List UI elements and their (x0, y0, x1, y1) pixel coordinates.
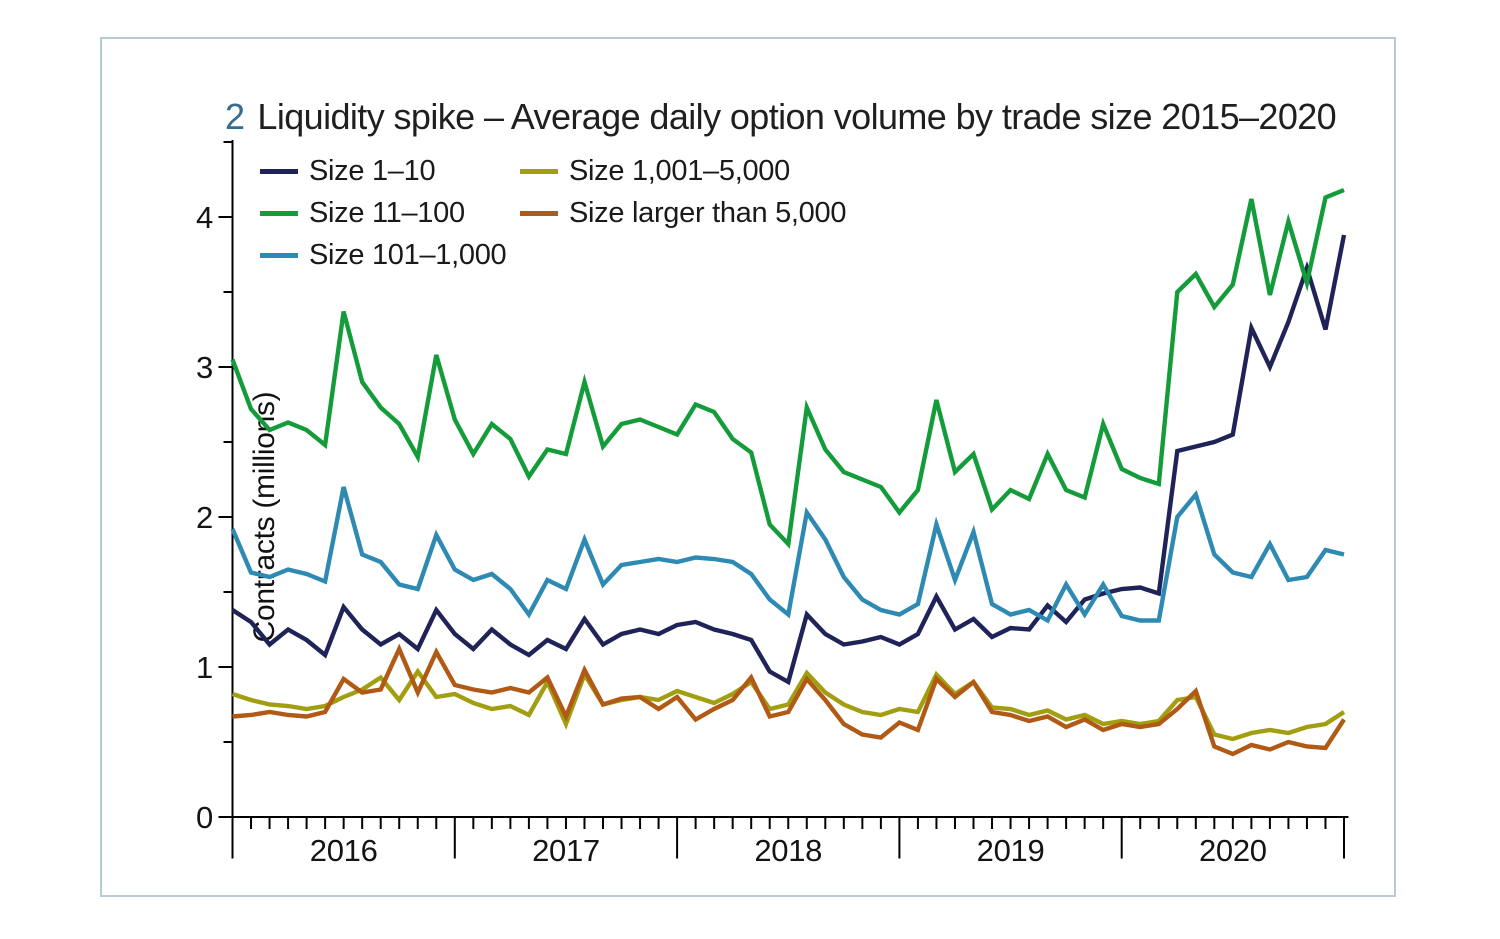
y-tick-label: 1 (196, 650, 213, 685)
series-line-size-larger-than-5-000 (232, 643, 1346, 757)
x-year-label: 2016 (310, 833, 378, 868)
legend-label: Size 1–10 (309, 154, 436, 187)
legend-item-size-11-100: Size 11–100 (260, 196, 465, 230)
series-line-size-1-001-5-000 (231, 667, 1346, 742)
y-tick-label: 3 (196, 350, 213, 385)
x-year-label: 2020 (1199, 833, 1267, 868)
figure-title: 2 Liquidity spike – Average daily option … (225, 96, 1337, 138)
legend-label: Size larger than 5,000 (569, 196, 847, 229)
y-tick-label: 4 (196, 200, 213, 235)
legend-label: Size 11–100 (309, 196, 465, 229)
figure-title-text: Liquidity spike – Average daily option v… (257, 96, 1337, 137)
legend-swatch-size-1001-5000 (520, 168, 558, 174)
legend-label: Size 1,001–5,000 (569, 154, 790, 187)
x-year-label: 2018 (754, 833, 822, 868)
figure-frame: 2 Liquidity spike – Average daily option … (100, 37, 1396, 897)
legend-swatch-size-1-10 (260, 168, 298, 174)
x-year-label: 2017 (532, 833, 600, 868)
legend-swatch-size-larger-5000 (520, 210, 558, 216)
y-tick-label: 2 (196, 500, 213, 535)
series-line-size-11-100 (230, 187, 1345, 549)
legend-label: Size 101–1,000 (309, 238, 507, 271)
legend-item-size-1001-5000: Size 1,001–5,000 (520, 154, 790, 188)
legend-item-size-1-10: Size 1–10 (260, 154, 436, 188)
legend-item-size-larger-5000: Size larger than 5,000 (520, 196, 846, 230)
x-year-label: 2019 (977, 833, 1045, 868)
figure-number: 2 (225, 96, 245, 137)
legend-item-size-101-1000: Size 101–1,000 (260, 238, 507, 272)
series-line-size-101-1-000 (230, 486, 1345, 624)
legend-swatch-size-101-1000 (260, 252, 298, 258)
y-tick-label: 0 (196, 800, 213, 835)
legend-swatch-size-11-100 (260, 210, 298, 216)
series-line-size-1-10 (231, 234, 1347, 686)
